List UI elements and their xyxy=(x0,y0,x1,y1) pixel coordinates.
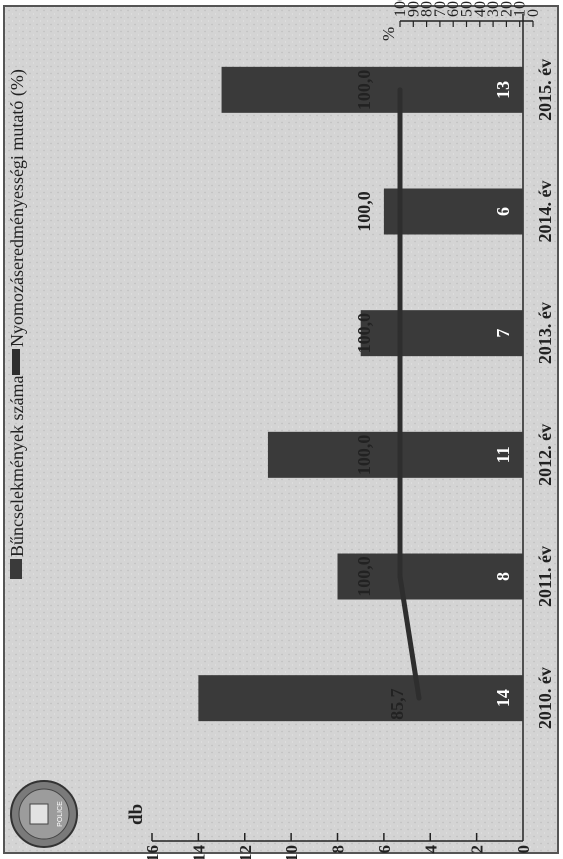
left-axis-tick-label: 0 xyxy=(514,845,533,854)
bar-value-label: 7 xyxy=(493,329,513,338)
line-value-label: 100,0 xyxy=(354,313,374,354)
left-axis-tick-label: 10 xyxy=(282,845,301,859)
line-point xyxy=(397,330,403,336)
right-axis-tick-label: 100 xyxy=(392,0,409,17)
right-axis-tick-label: 10 xyxy=(512,1,529,17)
line-value-label: 100,0 xyxy=(354,435,374,476)
line-point xyxy=(397,209,403,214)
left-axis-tick-label: 16 xyxy=(143,845,162,859)
right-axis-tick-label: 30 xyxy=(485,1,502,17)
left-axis-unit: db xyxy=(126,804,147,825)
bar-2010-v xyxy=(198,675,523,722)
category-label: 2011. év xyxy=(535,546,555,607)
left-axis-tick-label: 12 xyxy=(236,845,255,859)
right-axis-tick-label: 80 xyxy=(419,1,436,17)
category-label: 2014. év xyxy=(535,181,555,243)
bar-2012-v xyxy=(267,431,523,478)
chart-frame xyxy=(3,5,559,854)
line-point xyxy=(397,87,403,93)
line-series xyxy=(397,89,422,699)
bar-2014-v xyxy=(383,188,523,235)
right-axis-tick-label: 70 xyxy=(432,1,449,17)
police-badge-icon: POLICE xyxy=(10,780,78,848)
line-point xyxy=(397,452,403,458)
bar-value-label: 6 xyxy=(493,207,513,216)
line-value-label: 100,0 xyxy=(354,191,374,232)
left-axis-tick-label: 8 xyxy=(329,845,348,854)
category-label: 2015. év xyxy=(535,59,555,121)
category-label: 2012. év xyxy=(535,424,555,486)
bar-value-label: 11 xyxy=(493,446,513,463)
right-axis-unit: % xyxy=(379,27,398,41)
line-value-label: 100,0 xyxy=(354,70,374,111)
legend-swatch-bar xyxy=(10,559,22,579)
legend-swatch-line xyxy=(12,349,20,375)
bar-value-label: 13 xyxy=(493,81,513,99)
bar-2011-v xyxy=(337,553,523,600)
legend-label-bar: Bűncselekmények száma xyxy=(7,376,27,557)
badge-shield xyxy=(29,803,49,825)
right-axis-tick-label: 90 xyxy=(405,1,422,17)
bar-value-label: 14 xyxy=(493,689,513,707)
badge-text: POLICE xyxy=(57,801,64,827)
left-axis-tick-label: 14 xyxy=(189,845,208,859)
right-axis-tick-label: 20 xyxy=(498,1,515,17)
right-axis-tick-label: 50 xyxy=(459,1,476,17)
left-axis-tick-label: 2 xyxy=(468,845,487,854)
plot-area: 0246810121416db0102030405060708090100%14… xyxy=(126,0,555,859)
left-axis-tick-label: 6 xyxy=(375,845,394,854)
line-value-label: 85,7 xyxy=(387,688,407,720)
category-label: 2010. év xyxy=(535,667,555,729)
right-axis-tick-label: 40 xyxy=(472,1,489,17)
bar-value-label: 8 xyxy=(493,572,513,581)
legend-label-line: Nyomozáseredményességi mutató (%) xyxy=(7,69,28,347)
line-point xyxy=(416,695,422,701)
category-label: 2013. év xyxy=(535,302,555,364)
bar-2015-v xyxy=(221,66,523,113)
legend: Bűncselekmények száma Nyomozáseredményess… xyxy=(7,69,28,579)
right-axis-tick-label: 0 xyxy=(525,9,542,17)
right-axis-tick-label: 60 xyxy=(445,1,462,17)
left-axis-tick-label: 4 xyxy=(421,845,440,854)
line-value-label: 100,0 xyxy=(354,556,374,597)
line-point xyxy=(397,574,403,579)
